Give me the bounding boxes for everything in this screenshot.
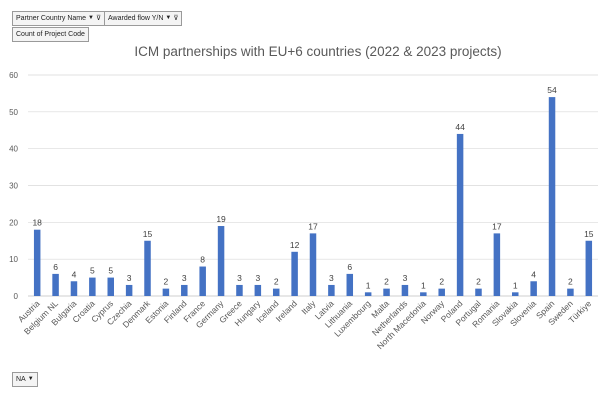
- bar[interactable]: [530, 281, 537, 296]
- y-tick-label: 0: [14, 292, 19, 301]
- na-filter-dropdown[interactable]: NA ▼: [12, 372, 38, 387]
- data-label: 2: [439, 277, 444, 287]
- bar[interactable]: [346, 273, 354, 296]
- gridlines: [28, 74, 598, 297]
- bar[interactable]: [33, 229, 41, 296]
- bar[interactable]: [383, 288, 390, 296]
- partner-country-filter-button[interactable]: Partner Country Name ▼ ⊽: [12, 11, 106, 26]
- bar[interactable]: [328, 284, 335, 296]
- data-label: 2: [164, 277, 169, 287]
- bar[interactable]: [144, 240, 151, 296]
- awarded-flow-filter-button[interactable]: Awarded flow Y/N ▼ ⊽: [104, 11, 183, 26]
- data-label: 15: [143, 229, 153, 239]
- bar[interactable]: [272, 288, 280, 296]
- value-field-label: Count of Project Code: [16, 31, 85, 38]
- filter-icon: ⊽: [95, 15, 102, 22]
- bar[interactable]: [309, 233, 317, 296]
- bar[interactable]: [162, 288, 170, 296]
- awarded-flow-filter-label: Awarded flow Y/N: [108, 15, 164, 22]
- data-label: 3: [255, 273, 260, 283]
- bar[interactable]: [401, 284, 409, 296]
- chart-title: ICM partnerships with EU+6 countries (20…: [134, 44, 501, 59]
- data-label: 2: [568, 277, 573, 287]
- chevron-down-icon: ▼: [27, 376, 34, 382]
- data-label: 12: [290, 240, 300, 250]
- data-label: 4: [531, 269, 536, 279]
- y-tick-label: 40: [9, 145, 18, 154]
- data-label: 8: [200, 255, 205, 265]
- bar[interactable]: [89, 277, 96, 296]
- bar[interactable]: [456, 133, 464, 296]
- y-tick-label: 50: [9, 108, 18, 117]
- chevron-down-icon: ▼: [165, 15, 172, 21]
- bar[interactable]: [420, 292, 427, 296]
- data-label: 6: [347, 262, 352, 272]
- data-label: 1: [366, 280, 371, 290]
- x-tick-label: Ireland: [274, 298, 300, 324]
- data-label: 2: [384, 277, 389, 287]
- y-tick-label: 60: [9, 71, 18, 80]
- bar[interactable]: [548, 97, 556, 296]
- data-label: 1: [421, 280, 426, 290]
- data-label: 5: [108, 266, 113, 276]
- data-label: 1: [513, 280, 518, 290]
- data-label: 3: [182, 273, 187, 283]
- data-label: 17: [308, 221, 318, 231]
- bar[interactable]: [125, 284, 133, 296]
- bar[interactable]: [364, 292, 372, 296]
- data-label: 4: [72, 269, 77, 279]
- bar[interactable]: [199, 266, 206, 296]
- partner-country-filter-label: Partner Country Name: [16, 15, 87, 22]
- bar[interactable]: [107, 277, 114, 296]
- bar[interactable]: [291, 251, 298, 296]
- data-label: 18: [32, 218, 42, 228]
- data-label: 3: [329, 273, 334, 283]
- y-tick-label: 30: [9, 182, 18, 191]
- bar[interactable]: [438, 288, 445, 296]
- y-tick-label: 20: [9, 218, 18, 227]
- data-label: 2: [476, 277, 481, 287]
- bar[interactable]: [236, 284, 243, 296]
- bar[interactable]: [52, 273, 59, 296]
- data-label: 3: [127, 273, 132, 283]
- data-label: 17: [492, 221, 502, 231]
- data-label: 6: [53, 262, 58, 272]
- data-label: 3: [237, 273, 242, 283]
- data-label: 19: [216, 214, 226, 224]
- bars: [33, 97, 593, 296]
- y-axis: 0 10 20 30 40 50 60: [9, 71, 18, 301]
- bar[interactable]: [217, 226, 225, 296]
- chevron-down-icon: ▼: [88, 15, 94, 21]
- bar[interactable]: [512, 292, 519, 296]
- filter-icon: ⊽: [173, 15, 179, 22]
- bar[interactable]: [585, 240, 593, 296]
- data-label: 54: [547, 85, 557, 95]
- na-filter-label: NA: [16, 376, 26, 383]
- bar[interactable]: [475, 288, 482, 296]
- bar[interactable]: [493, 233, 501, 296]
- bar[interactable]: [567, 288, 574, 296]
- data-label: 44: [455, 122, 465, 132]
- data-label: 5: [90, 266, 95, 276]
- data-label: 15: [584, 229, 594, 239]
- bar[interactable]: [181, 284, 188, 296]
- data-label: 3: [403, 273, 408, 283]
- bar[interactable]: [254, 284, 262, 296]
- y-tick-label: 10: [9, 255, 18, 264]
- data-label: 2: [274, 277, 279, 287]
- value-field-button[interactable]: Count of Project Code: [12, 27, 89, 42]
- bar[interactable]: [70, 281, 78, 296]
